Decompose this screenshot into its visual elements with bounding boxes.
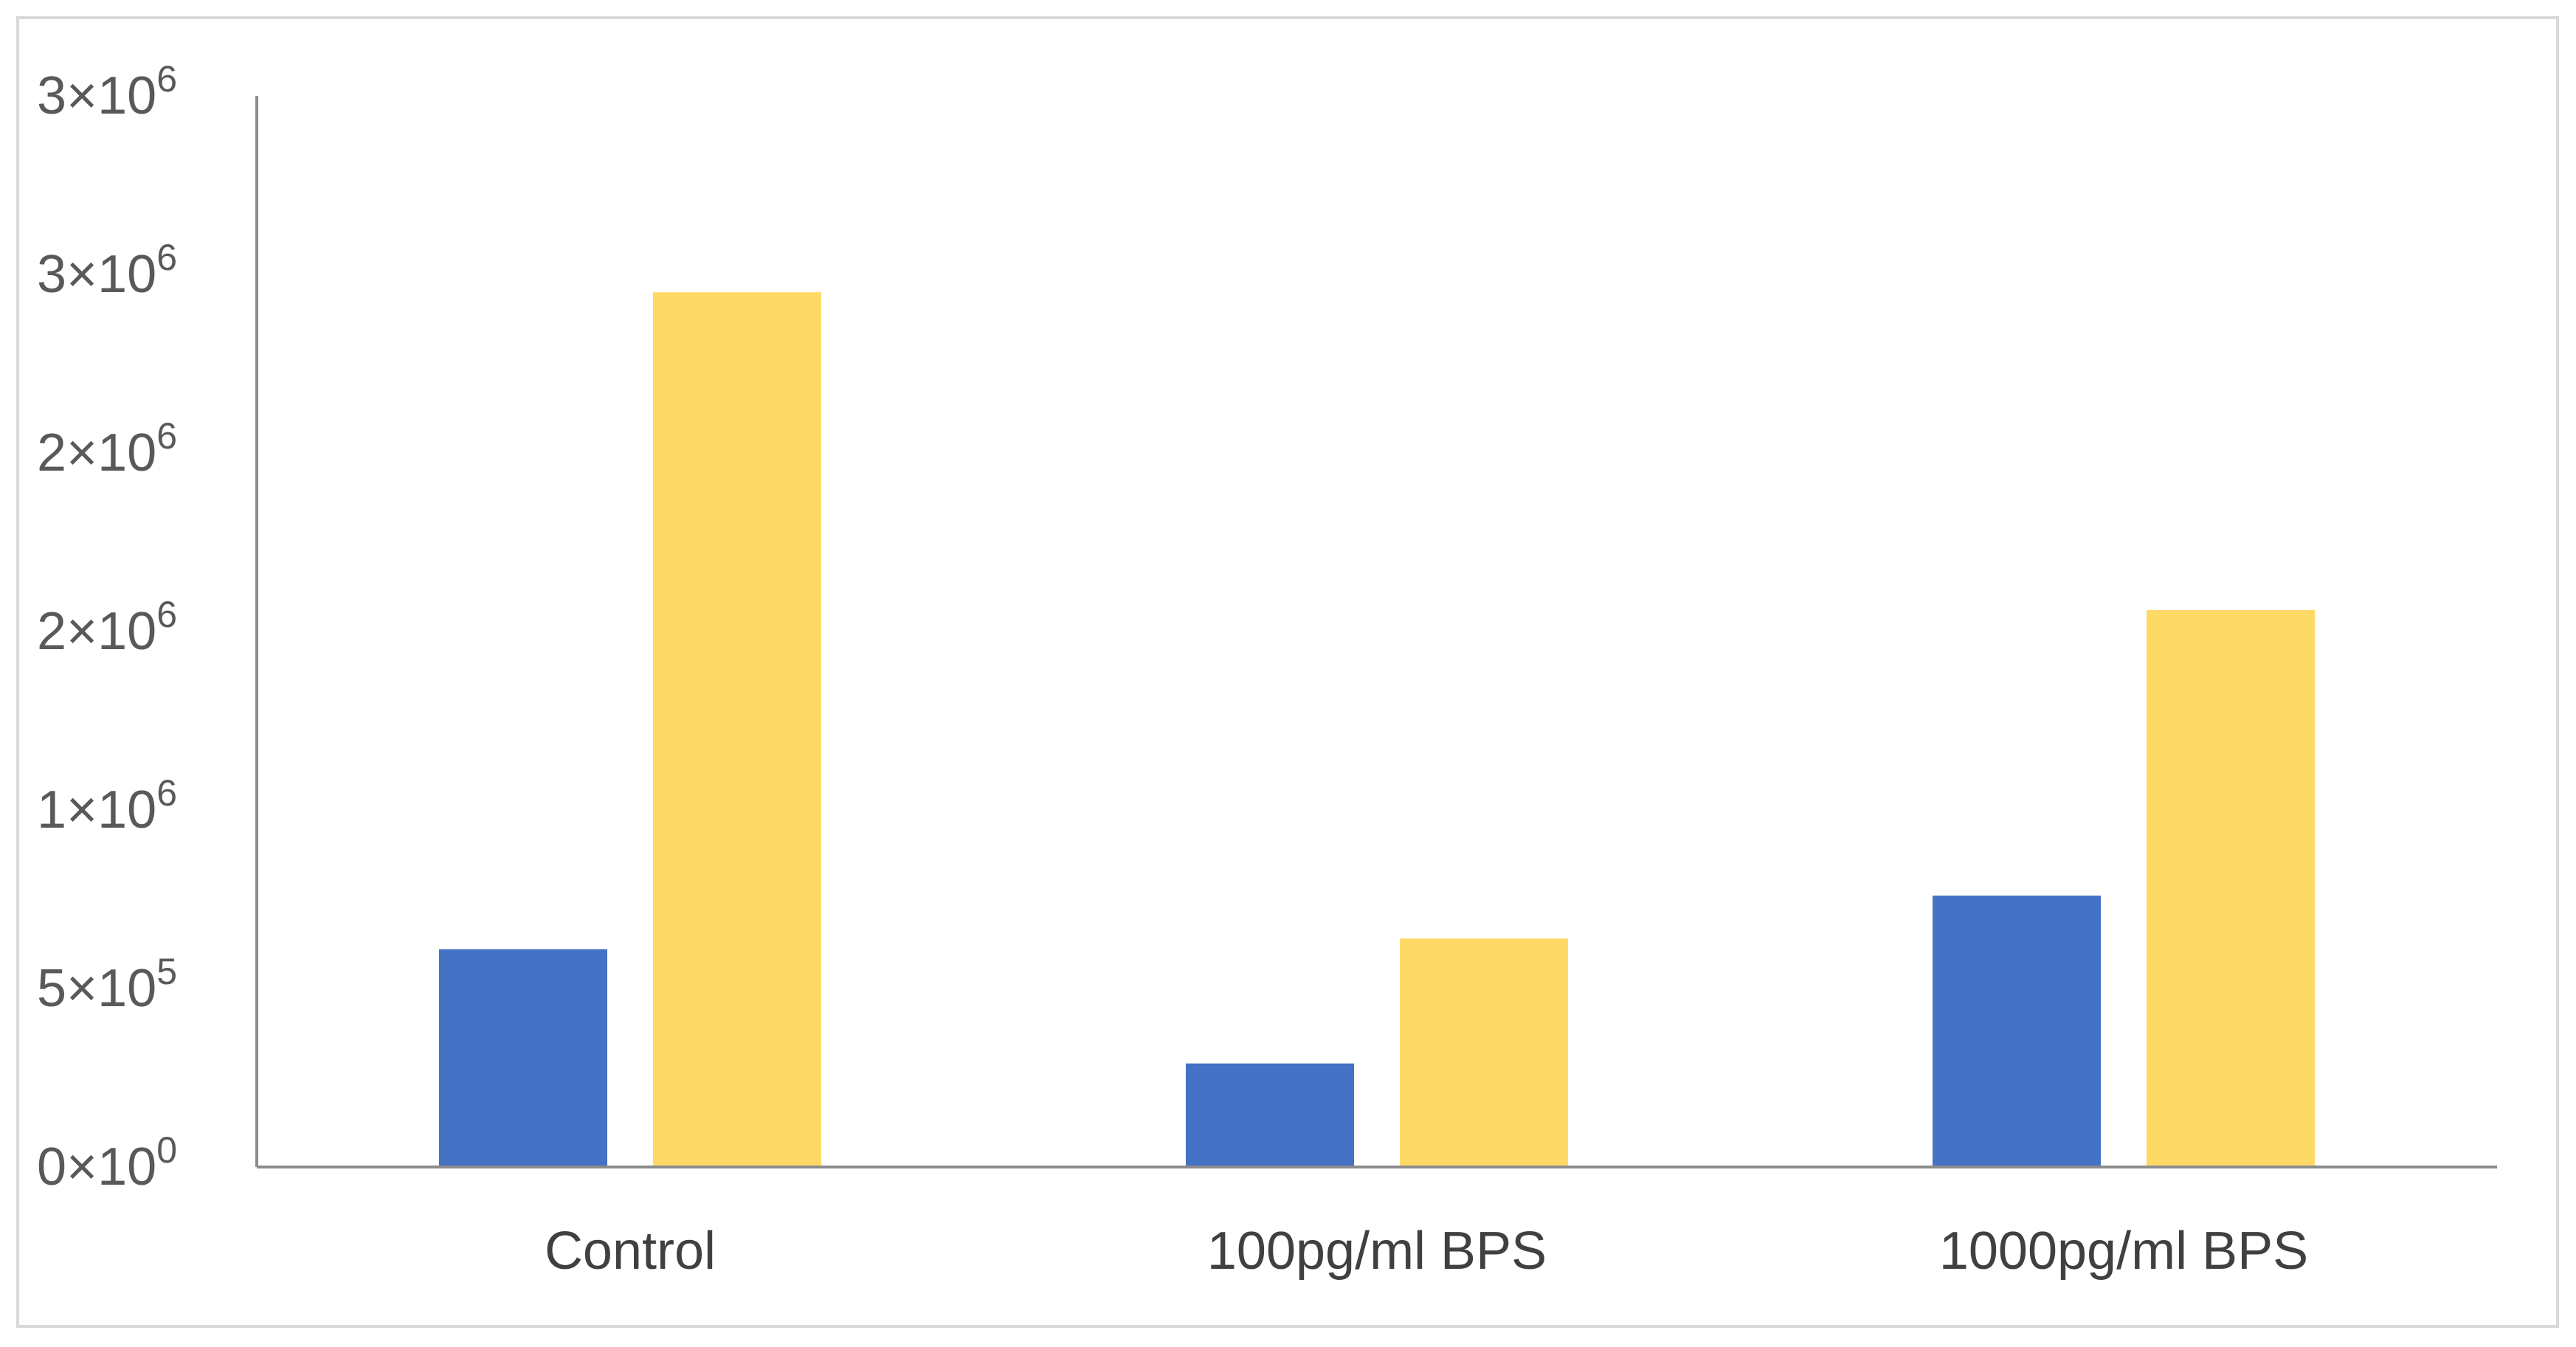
bar-series1-1: [1186, 1063, 1354, 1167]
y-tick-label: 3×106: [37, 58, 177, 125]
bar-series2-1: [1400, 938, 1568, 1167]
bar-series1-0: [439, 949, 607, 1167]
y-tick-label: 2×106: [37, 594, 177, 661]
bar-series1-2: [1933, 896, 2101, 1167]
x-category-label: 1000pg/ml BPS: [1939, 1222, 2308, 1281]
x-axis-category-labels: Control 100pg/ml BPS 1000pg/ml BPS: [545, 1222, 2308, 1281]
chart-bars: [439, 292, 2315, 1168]
x-category-label: Control: [545, 1222, 716, 1281]
y-tick-label: 0×100: [37, 1129, 177, 1197]
y-tick-label: 5×105: [37, 951, 177, 1018]
y-tick-label: 3×106: [37, 237, 177, 304]
y-axis-tick-labels: 0×100 5×105 1×106 2×106 2×106 3×106 3×106: [37, 58, 177, 1197]
bar-series2-2: [2147, 609, 2315, 1167]
bar-series2-0: [653, 292, 821, 1168]
y-tick-label: 1×106: [37, 772, 177, 839]
x-category-label: 100pg/ml BPS: [1207, 1222, 1547, 1281]
y-tick-label: 2×106: [37, 415, 177, 482]
